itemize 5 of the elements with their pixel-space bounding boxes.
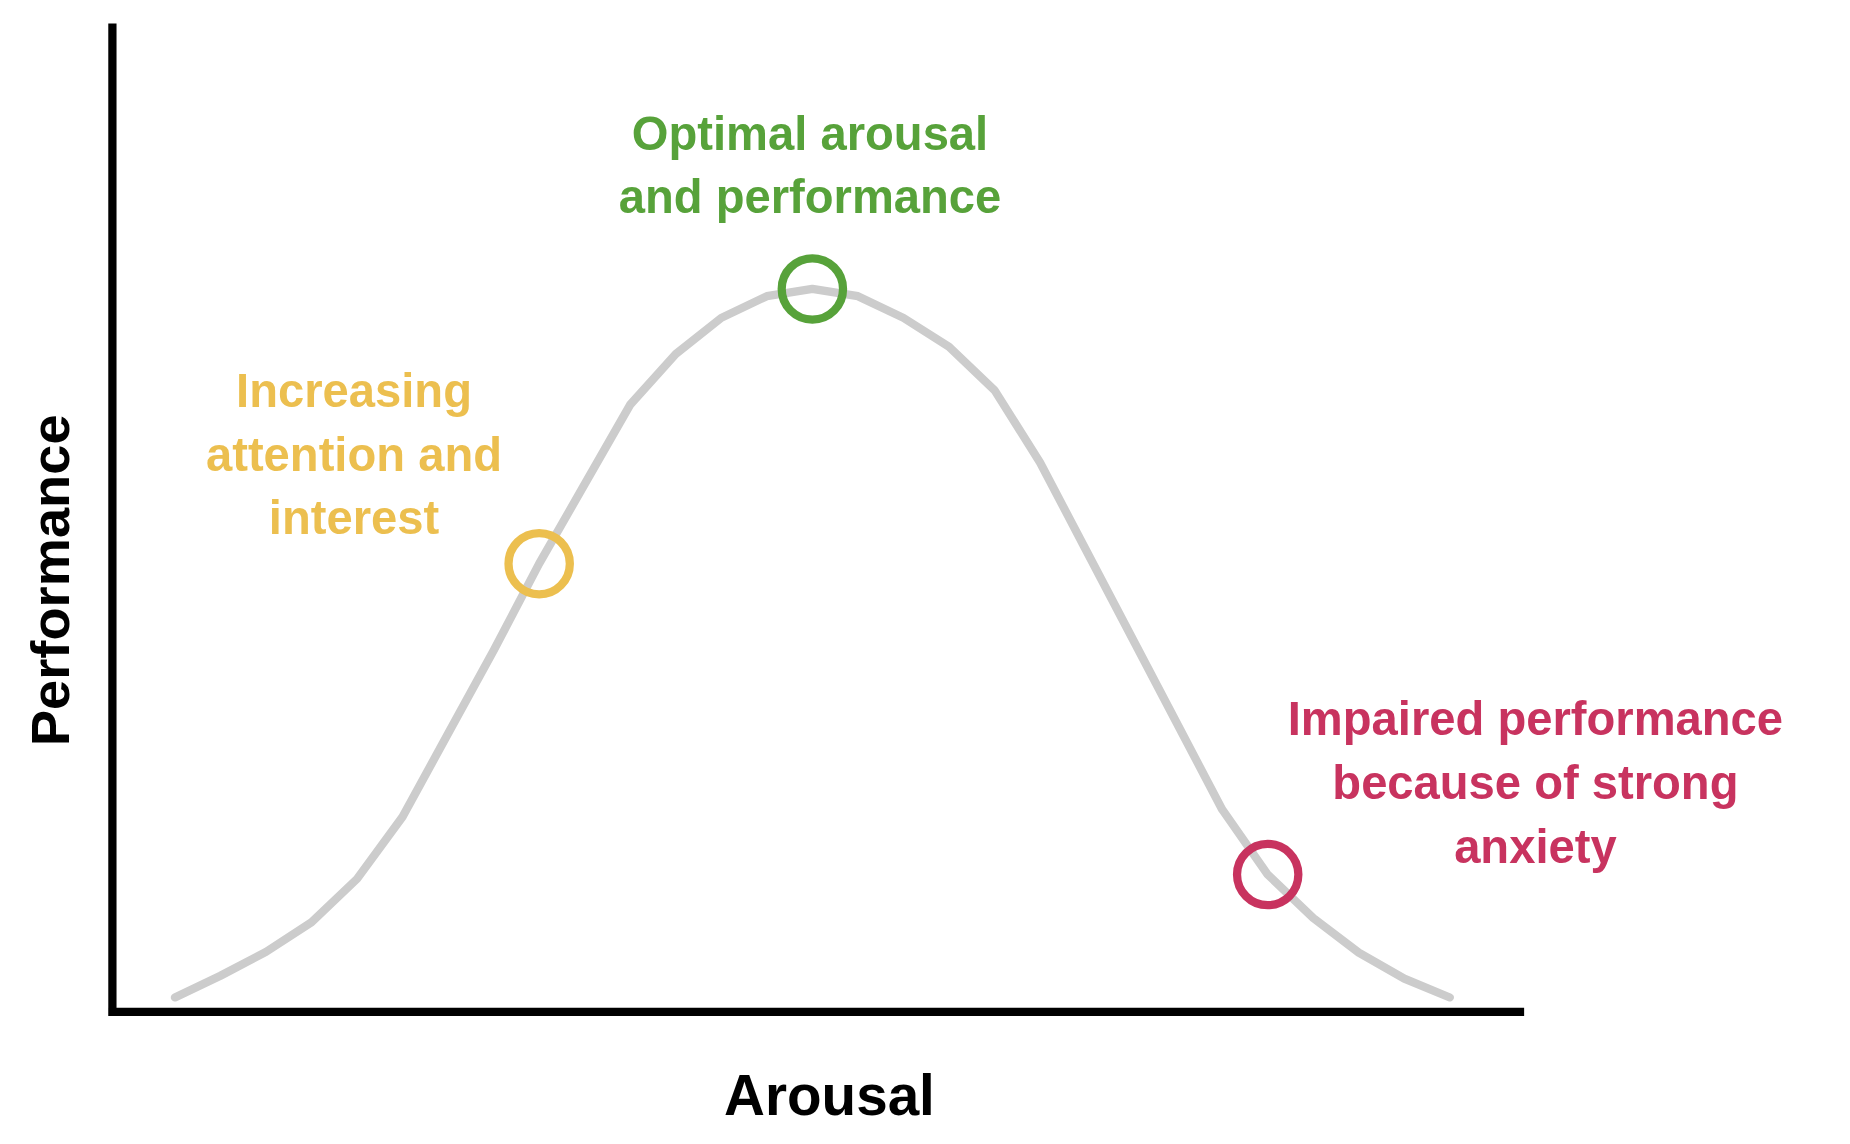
y-axis-title: Performance — [19, 414, 80, 747]
x-axis-title: Arousal — [724, 1063, 935, 1127]
text: Optimal arousal and performance — [618, 106, 1002, 224]
annotation: Increasing attention and interest — [206, 363, 503, 545]
annotation: Impaired performance because of strong anxiety — [1287, 692, 1784, 873]
